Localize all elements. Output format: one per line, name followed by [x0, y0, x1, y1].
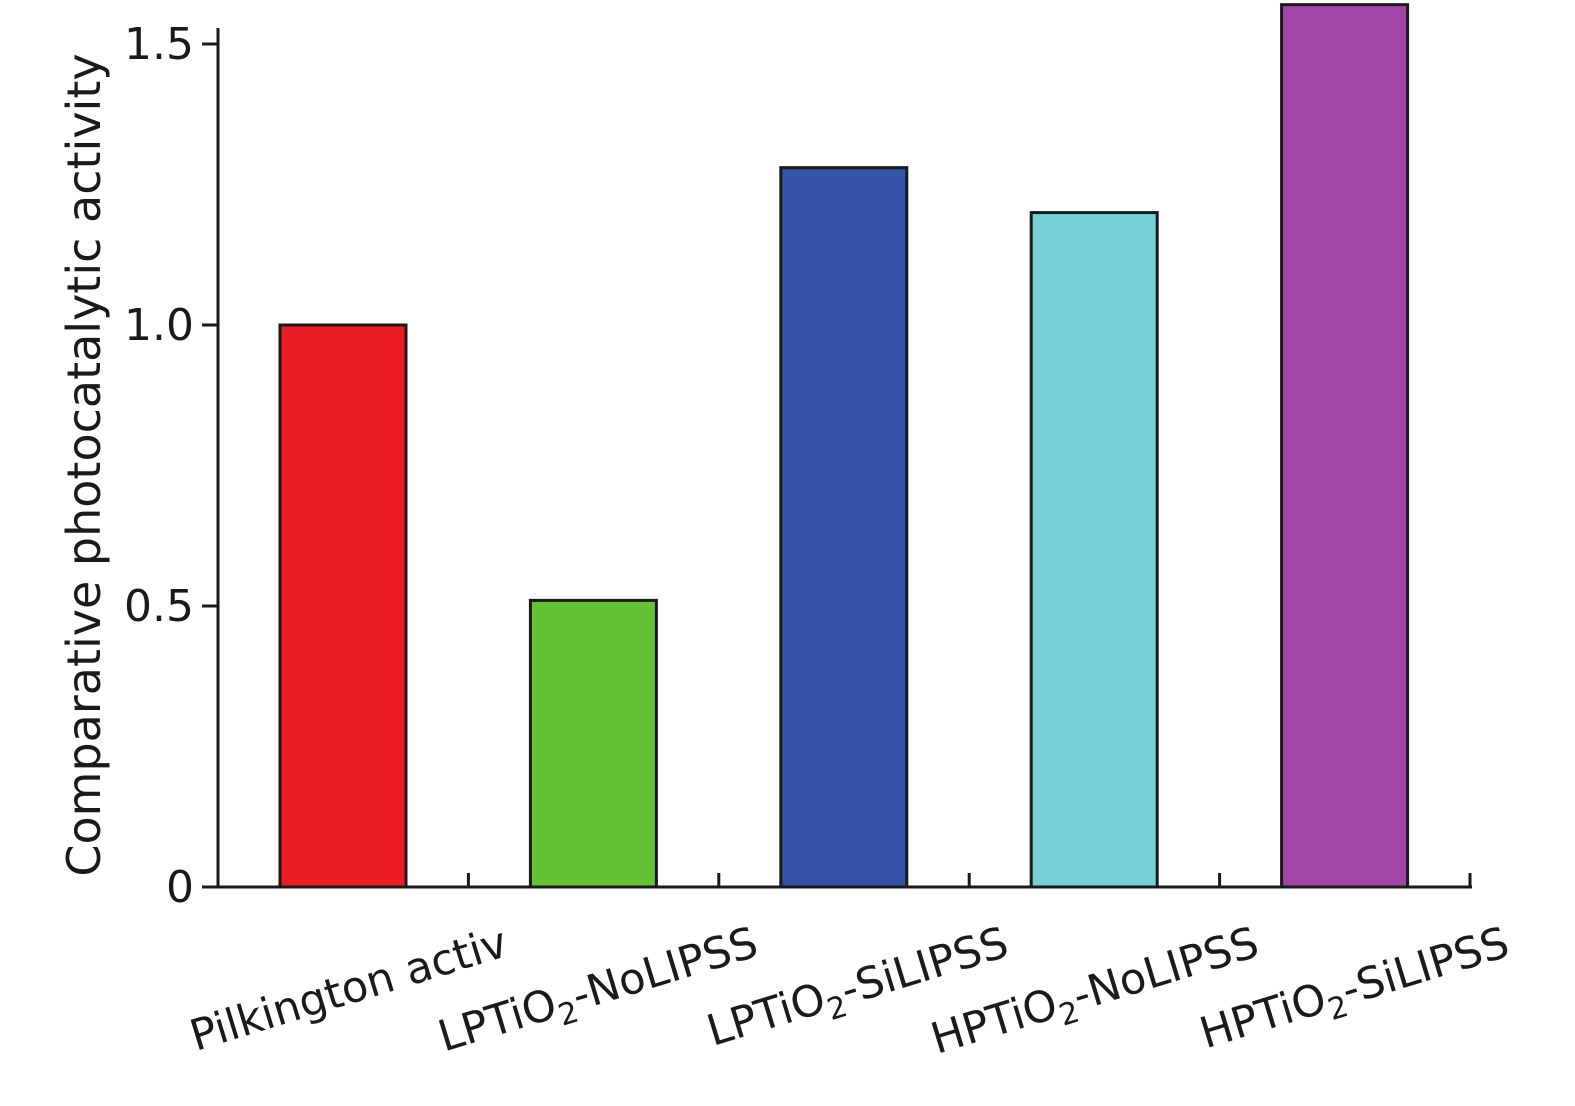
bar-1 [278, 323, 408, 889]
y-tick-label-2: 0.5 [124, 581, 194, 632]
y-axis-title: Comparative photocatalytic activity [57, 53, 111, 876]
bars-layer [278, 3, 1410, 889]
bar-2 [528, 598, 658, 889]
bar-5 [1280, 3, 1410, 889]
bar-3 [779, 166, 909, 889]
y-tick-label-1: 0 [166, 862, 194, 913]
x-ticks-layer [466, 873, 1472, 887]
y-tick-label-4: 1.5 [124, 19, 194, 70]
y-ticks-layer: 0 0.5 1.0 1.5 [124, 19, 218, 913]
y-tick-label-3: 1.0 [124, 300, 194, 351]
x-labels-layer: Pilkington activLPTiO2-NoLIPSSLPTiO2-SiL… [184, 918, 1514, 1065]
bar-4 [1029, 211, 1159, 889]
axes-layer [216, 28, 1472, 889]
